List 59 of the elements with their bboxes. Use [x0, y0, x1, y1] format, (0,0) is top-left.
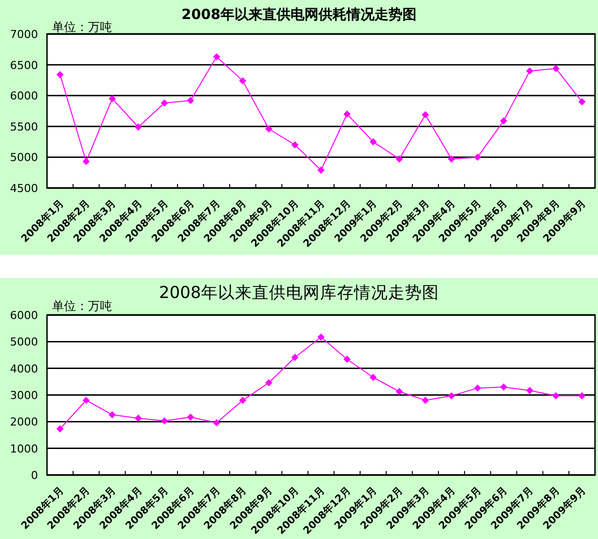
y-tick-label: 5500 [10, 120, 38, 134]
point [82, 396, 90, 404]
point [213, 419, 220, 426]
point [265, 125, 272, 132]
point [448, 392, 456, 400]
point [552, 392, 560, 400]
y-tick-label: 1000 [10, 442, 38, 456]
point [422, 111, 429, 118]
point [134, 414, 142, 422]
point [500, 383, 508, 391]
chart-title: 2008年以来直供电网供耗情况走势图 [182, 7, 416, 23]
point [526, 386, 534, 394]
y-tick-label: 2000 [10, 416, 38, 429]
point [396, 388, 403, 396]
point [343, 356, 351, 363]
y-tick-label: 6500 [10, 58, 38, 72]
point [370, 374, 377, 381]
point [552, 64, 560, 72]
point [578, 98, 586, 106]
point [474, 154, 482, 161]
y-tick-label: 6000 [10, 90, 38, 103]
point [186, 96, 194, 104]
point [239, 77, 246, 84]
y-tick-label: 4000 [10, 362, 38, 376]
y-tick-label: 7000 [10, 28, 38, 41]
point [82, 158, 90, 166]
point [317, 334, 325, 341]
point [186, 414, 194, 421]
text: 单位：万吨 [52, 299, 112, 313]
point [500, 117, 508, 124]
y-tick-label: 6000 [10, 309, 38, 322]
point [317, 166, 325, 174]
point [108, 411, 116, 418]
point [343, 110, 351, 118]
point [526, 67, 534, 75]
point [160, 99, 168, 107]
point [239, 396, 246, 404]
point [448, 155, 456, 163]
point [56, 71, 64, 78]
point [108, 95, 116, 102]
y-tick-label: 5000 [10, 151, 38, 164]
point [474, 384, 482, 392]
point [422, 396, 429, 404]
point [134, 123, 142, 131]
point [291, 354, 299, 361]
y-tick-label: 4500 [10, 182, 38, 195]
point [213, 53, 220, 60]
y-tick-label: 3000 [10, 389, 38, 402]
point [396, 155, 403, 163]
point [370, 138, 377, 146]
y-tick-label: 0 [31, 469, 38, 482]
point [56, 425, 64, 432]
point [160, 417, 168, 424]
y-tick-label: 5000 [10, 336, 38, 349]
chart-title: 2008年以来直供电网库存情况走势图 [159, 283, 439, 302]
point [265, 379, 272, 386]
point [291, 141, 299, 148]
annotation: 单位：万吨 [52, 20, 112, 34]
point [578, 392, 586, 400]
